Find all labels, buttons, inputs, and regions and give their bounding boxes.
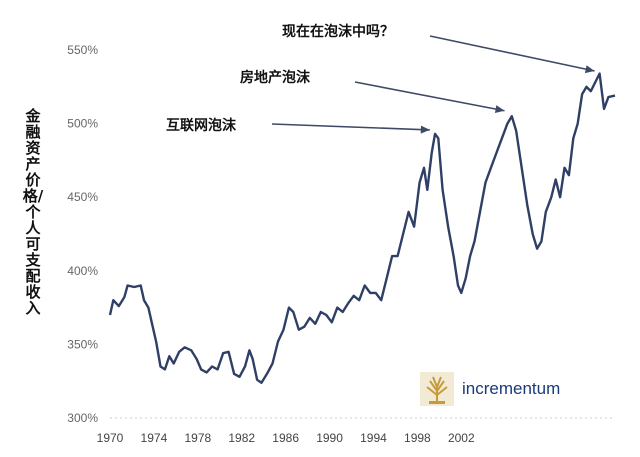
y-tick-label: 400% [67,264,98,278]
y-tick-label: 450% [67,190,98,204]
x-tick-label: 1970 [97,431,124,445]
annotation-arrowhead [420,125,430,134]
y-axis: 300% 350% 400% 450% 500% 550% [67,43,98,425]
y-tick-label: 350% [67,337,98,351]
annotation-label: 现在在泡沫中吗？ [282,23,394,40]
y-tick-label: 500% [67,117,98,131]
logo-text: incrementum [462,379,561,398]
x-tick-label: 1994 [360,431,387,445]
y-tick-label: 300% [67,411,98,425]
x-axis: 1970 1974 1978 1982 1986 1990 1994 1998 2002 [97,417,615,445]
tree-icon [420,372,454,406]
x-tick-label: 1990 [316,431,343,445]
incrementum-logo: incrementum [420,372,560,406]
x-tick-label: 1986 [272,431,299,445]
series-layer [108,72,616,384]
annotation-arrowhead [584,65,595,74]
series-line [108,72,616,384]
annotation-label: 互联网泡沫 [166,117,237,134]
annotation-arrow [429,35,595,72]
x-tick-label: 2002 [448,431,475,445]
x-tick-label: 1982 [228,431,255,445]
x-tick-label: 1978 [184,431,211,445]
y-tick-label: 550% [67,43,98,57]
annotation-arrowhead [494,105,505,113]
x-tick-label: 1998 [404,431,431,445]
annotation-label: 房地产泡沫 [240,69,311,86]
y-axis-title: 金融资产价格/个人可支配收入 [22,107,44,317]
annotation-arrow [354,81,505,112]
annotation-arrow [271,123,430,131]
x-tick-label: 1974 [141,431,168,445]
